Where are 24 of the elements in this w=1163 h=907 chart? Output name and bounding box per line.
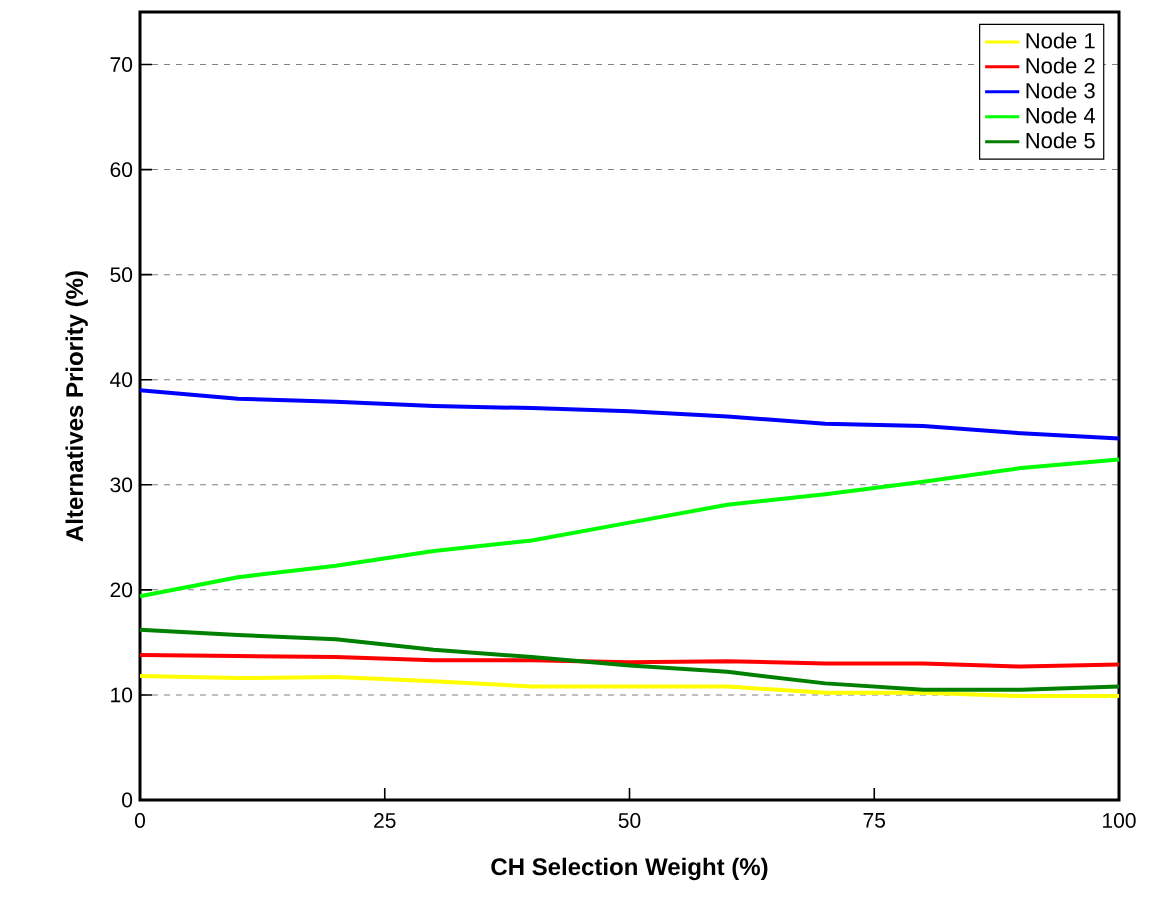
- legend-label: Node 1: [1026, 32, 1095, 49]
- x-tick-label: 0: [134, 813, 146, 828]
- line-series: [138, 388, 1121, 441]
- y-tick-label: 20: [110, 582, 133, 598]
- x-tick-label: 100: [1103, 813, 1136, 828]
- legend-label: Node 3: [1026, 82, 1095, 99]
- legend-label: Node 5: [1026, 132, 1095, 149]
- y-tick-label: 10: [111, 687, 133, 703]
- y-tick-label: 60: [110, 162, 133, 178]
- line-series: [138, 457, 1121, 599]
- y-axis-title: Alternatives Priority (%): [65, 271, 88, 542]
- y-tick-label: 40: [110, 372, 133, 388]
- line-series: [138, 653, 1121, 669]
- line-series: [138, 627, 1121, 692]
- x-tick-label: 50: [618, 813, 641, 828]
- y-tick-label: 50: [110, 267, 133, 283]
- legend-label: Node 2: [1026, 57, 1095, 74]
- y-tick-label: 70: [110, 57, 133, 72]
- x-tick-label: 25: [374, 813, 396, 828]
- x-axis-title: CH Selection Weight (%): [491, 857, 768, 881]
- x-tick-label: 75: [863, 813, 886, 828]
- y-tick-label: 0: [122, 792, 133, 808]
- y-tick-label: 30: [110, 477, 133, 493]
- legend-label: Node 4: [1026, 107, 1096, 124]
